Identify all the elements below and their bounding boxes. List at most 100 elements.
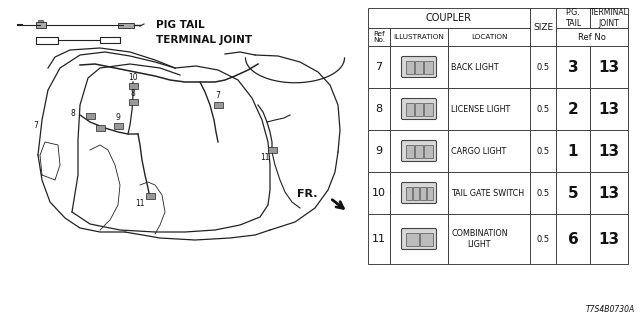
Text: 2: 2 bbox=[568, 101, 579, 116]
Bar bbox=[590, 172, 628, 214]
Bar bbox=[556, 172, 590, 214]
Bar bbox=[390, 46, 448, 88]
Bar bbox=[415, 102, 423, 116]
Text: 13: 13 bbox=[598, 231, 620, 246]
Text: 11: 11 bbox=[135, 198, 145, 207]
Text: CARGO LIGHT: CARGO LIGHT bbox=[451, 147, 506, 156]
Bar bbox=[419, 233, 433, 245]
Text: 8: 8 bbox=[131, 89, 136, 98]
Bar bbox=[406, 233, 419, 245]
Bar bbox=[368, 8, 530, 28]
Text: 10: 10 bbox=[128, 73, 138, 82]
Bar bbox=[368, 46, 390, 88]
Bar bbox=[38, 20, 43, 22]
Text: FR.: FR. bbox=[298, 189, 318, 199]
Bar bbox=[390, 214, 448, 264]
Bar bbox=[426, 187, 433, 199]
Bar bbox=[590, 46, 628, 88]
Bar bbox=[448, 46, 530, 88]
Bar bbox=[368, 88, 390, 130]
Text: 5: 5 bbox=[568, 186, 579, 201]
Bar bbox=[118, 22, 134, 28]
Bar bbox=[590, 8, 628, 28]
Text: 11: 11 bbox=[372, 234, 386, 244]
Text: 0.5: 0.5 bbox=[536, 62, 550, 71]
Text: PIG TAIL: PIG TAIL bbox=[156, 20, 205, 30]
Bar bbox=[448, 28, 530, 46]
Bar bbox=[95, 125, 104, 131]
FancyBboxPatch shape bbox=[401, 140, 436, 162]
Text: TERMINAL JOINT: TERMINAL JOINT bbox=[156, 35, 252, 45]
FancyBboxPatch shape bbox=[401, 99, 436, 119]
Bar bbox=[390, 172, 448, 214]
Bar bbox=[530, 172, 556, 214]
Text: 0.5: 0.5 bbox=[536, 188, 550, 197]
Text: 13: 13 bbox=[598, 186, 620, 201]
Bar bbox=[530, 130, 556, 172]
Bar bbox=[556, 46, 590, 88]
Bar bbox=[129, 83, 138, 89]
Text: 13: 13 bbox=[598, 60, 620, 75]
Bar bbox=[100, 37, 120, 43]
Bar bbox=[415, 145, 423, 157]
Text: 6: 6 bbox=[568, 231, 579, 246]
Bar bbox=[448, 130, 530, 172]
Text: 13: 13 bbox=[598, 101, 620, 116]
Text: 11: 11 bbox=[260, 154, 269, 163]
Bar bbox=[145, 193, 154, 199]
Bar bbox=[406, 145, 414, 157]
Bar bbox=[368, 130, 390, 172]
Bar bbox=[556, 130, 590, 172]
Bar bbox=[390, 28, 448, 46]
Text: COMBINATION
LIGHT: COMBINATION LIGHT bbox=[451, 229, 508, 249]
Bar bbox=[448, 214, 530, 264]
Bar bbox=[36, 22, 46, 28]
Bar bbox=[268, 147, 276, 153]
Bar bbox=[556, 214, 590, 264]
Bar bbox=[424, 102, 433, 116]
Text: 10: 10 bbox=[372, 188, 386, 198]
Bar bbox=[530, 214, 556, 264]
Text: 1: 1 bbox=[568, 143, 579, 158]
Text: LICENSE LIGHT: LICENSE LIGHT bbox=[451, 105, 510, 114]
Text: COUPLER: COUPLER bbox=[426, 13, 472, 23]
Text: BACK LIGHT: BACK LIGHT bbox=[451, 62, 499, 71]
Text: TAIL GATE SWITCH: TAIL GATE SWITCH bbox=[451, 188, 524, 197]
Text: ILLUSTRATION: ILLUSTRATION bbox=[394, 34, 444, 40]
Text: P.G.
TAIL: P.G. TAIL bbox=[565, 8, 581, 28]
Bar bbox=[448, 88, 530, 130]
Text: Ref
No.: Ref No. bbox=[373, 30, 385, 44]
Bar bbox=[390, 130, 448, 172]
Text: 8: 8 bbox=[70, 108, 75, 117]
Bar bbox=[590, 130, 628, 172]
Bar bbox=[368, 28, 390, 46]
Bar bbox=[406, 102, 414, 116]
Text: 3: 3 bbox=[568, 60, 579, 75]
Bar bbox=[368, 172, 390, 214]
Bar bbox=[413, 187, 419, 199]
Text: 9: 9 bbox=[376, 146, 383, 156]
Bar bbox=[113, 123, 122, 129]
Bar bbox=[556, 88, 590, 130]
Text: 7: 7 bbox=[33, 121, 38, 130]
Bar bbox=[530, 8, 556, 46]
Text: LOCATION: LOCATION bbox=[471, 34, 508, 40]
Bar bbox=[590, 214, 628, 264]
Text: 9: 9 bbox=[116, 113, 120, 122]
Bar bbox=[368, 214, 390, 264]
Bar bbox=[86, 113, 95, 119]
Text: T7S4B0730A: T7S4B0730A bbox=[586, 305, 635, 314]
Bar bbox=[390, 88, 448, 130]
Text: TERMINAL
JOINT: TERMINAL JOINT bbox=[589, 8, 628, 28]
Bar bbox=[556, 8, 590, 28]
Text: 13: 13 bbox=[598, 143, 620, 158]
Text: 8: 8 bbox=[376, 104, 383, 114]
FancyBboxPatch shape bbox=[401, 182, 436, 204]
Bar bbox=[590, 88, 628, 130]
Text: 7: 7 bbox=[376, 62, 383, 72]
Text: 0.5: 0.5 bbox=[536, 147, 550, 156]
Bar bbox=[419, 187, 426, 199]
Text: Ref No: Ref No bbox=[578, 33, 606, 42]
Bar bbox=[36, 36, 58, 44]
Bar bbox=[448, 172, 530, 214]
